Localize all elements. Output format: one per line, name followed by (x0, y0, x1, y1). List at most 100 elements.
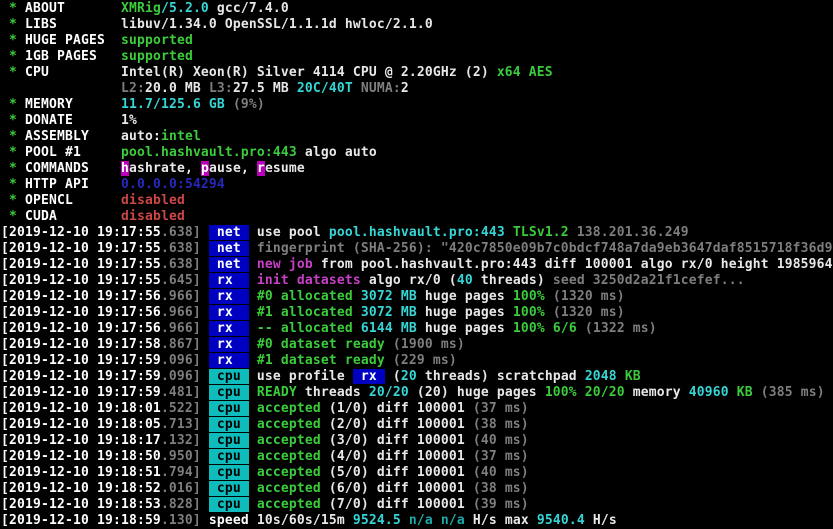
text-segment: seed 3250d2a21f1cefef... (544, 273, 745, 288)
text-segment (401, 513, 409, 528)
text-segment: accepted (256, 481, 321, 496)
text-segment (201, 305, 209, 320)
text-segment (545, 289, 553, 304)
text-segment: memory (624, 385, 689, 400)
header-opencl: * OPENCL disabled (1, 193, 833, 209)
text-segment: 138.201.36.249 (568, 225, 689, 240)
text-segment: from pool.hashvault.pro:443 diff 100001 … (312, 257, 833, 272)
timestamp: [2019-12-10 19:18:52 (1, 481, 161, 496)
text-segment: (1320 ms) (552, 305, 625, 320)
log-cpu-accepted-5: [2019-12-10 19:18:51.794] cpu accepted (… (1, 465, 833, 481)
text-segment (201, 401, 209, 416)
rx-tag: rx (208, 321, 249, 336)
text-segment: POOL #1 (25, 145, 121, 160)
text-segment (201, 273, 209, 288)
hotkey-p: p (200, 161, 209, 176)
text-segment: (4/0) diff 100001 (320, 449, 473, 464)
text-segment: KB (624, 369, 641, 384)
star-bullet: * (1, 33, 25, 48)
text-segment (201, 449, 209, 464)
text-segment (353, 305, 361, 320)
text-segment (249, 449, 257, 464)
text-segment: 1GB PAGES (25, 49, 121, 64)
timestamp: [2019-12-10 19:17:59 (1, 369, 161, 384)
text-segment: 40960 (688, 385, 729, 400)
cpu-tag: cpu (208, 481, 249, 496)
text-segment: new job (256, 257, 313, 272)
text-segment: supported (120, 33, 193, 48)
timestamp: [2019-12-10 19:17:55 (1, 225, 161, 240)
log-rx-alloc-1: [2019-12-10 19:17:56.966] rx #1 allocate… (1, 305, 833, 321)
text-segment: 40 (456, 273, 473, 288)
timestamp: [2019-12-10 19:18:01 (1, 401, 161, 416)
text-segment (505, 225, 513, 240)
timestamp-ms: .966] (160, 305, 201, 320)
star-bullet: * (1, 177, 25, 192)
header-cpu-cache: L2:20.0 MB L3:27.5 MB 20C/40T NUMA:2 (1, 81, 833, 97)
star-bullet: * (1, 113, 25, 128)
star-bullet: * (1, 145, 25, 160)
header-libs: * LIBS libuv/1.34.0 OpenSSL/1.1.1d hwloc… (1, 17, 833, 33)
text-segment: 100% 20/20 (544, 385, 625, 400)
text-segment: HTTP API (25, 177, 121, 192)
text-segment: DONATE (25, 113, 121, 128)
cpu-tag: cpu (208, 417, 249, 432)
text-segment: 100% (512, 305, 545, 320)
text-segment: CUDA (25, 209, 121, 224)
text-segment (201, 225, 209, 240)
cpu-tag: cpu (208, 401, 249, 416)
text-segment (201, 321, 209, 336)
text-segment: n/a (408, 513, 433, 528)
text-segment: #0 dataset ready (256, 337, 385, 352)
text-segment: 100% (512, 289, 545, 304)
text-segment: 11.7/125.6 GB (120, 97, 233, 112)
text-segment: 9524.5 (352, 513, 401, 528)
text-segment: accepted (256, 433, 321, 448)
header-commands: * COMMANDS hashrate, pause, resume (1, 161, 833, 177)
timestamp-ms: .130] (160, 513, 201, 528)
text-segment: accepted (256, 401, 321, 416)
text-segment: use pool (256, 225, 329, 240)
header-cpu: * CPU Intel(R) Xeon(R) Silver 4114 CPU @… (1, 65, 833, 81)
text-segment: 6144 MB (360, 321, 417, 336)
rx-tag: rx (208, 273, 249, 288)
timestamp: [2019-12-10 19:18:51 (1, 465, 161, 480)
text-segment (201, 353, 209, 368)
text-segment (385, 337, 393, 352)
timestamp-ms: .638] (160, 241, 201, 256)
timestamp-ms: .096] (160, 353, 201, 368)
text-segment: algo rx/0 ( (360, 273, 457, 288)
text-segment (249, 481, 257, 496)
text-segment: 20.0 MB (144, 81, 209, 96)
log-new-job: [2019-12-10 19:17:55.638] net new job fr… (1, 257, 833, 273)
timestamp: [2019-12-10 19:18:17 (1, 433, 161, 448)
text-segment (249, 465, 257, 480)
timestamp-ms: .966] (160, 321, 201, 336)
timestamp-ms: .522] (160, 401, 201, 416)
text-segment: accepted (256, 417, 321, 432)
log-cpu-accepted-2: [2019-12-10 19:18:05.713] cpu accepted (… (1, 417, 833, 433)
text-segment (249, 433, 257, 448)
text-segment: use profile (256, 369, 353, 384)
text-segment (249, 289, 257, 304)
text-segment: (7/0) diff 100001 (320, 497, 473, 512)
text-segment (201, 497, 209, 512)
text-segment: supported (120, 49, 193, 64)
timestamp-ms: .966] (160, 289, 201, 304)
timestamp: [2019-12-10 19:17:55 (1, 273, 161, 288)
text-segment: 100% (512, 321, 545, 336)
hotkey-h: h (120, 161, 129, 176)
text-segment (249, 305, 257, 320)
text-segment: NUMA: (360, 81, 401, 96)
header-memory: * MEMORY 11.7/125.6 GB (9%) (1, 97, 833, 113)
text-segment (353, 289, 361, 304)
text-segment (249, 353, 257, 368)
text-segment (249, 385, 257, 400)
star-bullet: * (1, 65, 25, 80)
timestamp-ms: .867] (160, 337, 201, 352)
text-segment (201, 465, 209, 480)
text-segment (249, 257, 257, 272)
log-cpu-accepted-3: [2019-12-10 19:18:17.132] cpu accepted (… (1, 433, 833, 449)
text-segment: auto: (120, 129, 161, 144)
cpu-tag: cpu (208, 385, 249, 400)
